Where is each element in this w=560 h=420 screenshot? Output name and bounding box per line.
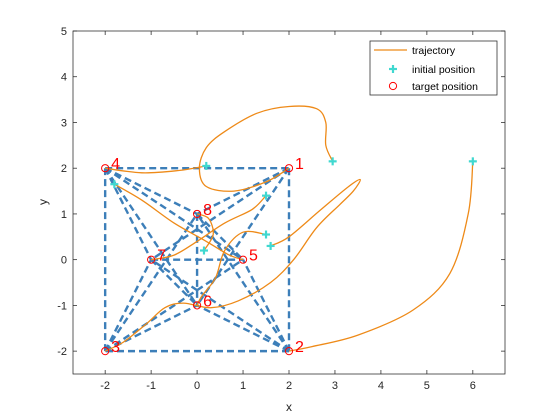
formation-edge-16: [241, 259, 291, 352]
trajectory-3: [105, 165, 207, 174]
target-label-1: 1: [295, 156, 304, 173]
y-tick-label: -1: [57, 300, 67, 312]
x-tick-label: 3: [332, 380, 338, 392]
legend-initial-swatch: [389, 65, 397, 73]
legend-target-swatch: [388, 81, 398, 91]
initial-marker-6: [266, 241, 275, 250]
initial-marker-7: [199, 246, 208, 255]
initial-marker-1: [328, 157, 337, 166]
trajectory-6: [104, 178, 361, 352]
target-label-7: 7: [157, 248, 166, 265]
y-tick-label: 5: [61, 26, 67, 38]
trajectory-4: [150, 195, 267, 261]
target-label-2: 2: [295, 339, 304, 356]
y-tick-label: 0: [61, 255, 67, 267]
y-tick-label: 1: [61, 209, 67, 221]
formation-edge-7: [104, 167, 244, 261]
target-marker-4: [101, 164, 110, 173]
initial-marker-2: [468, 157, 477, 166]
initial-marker-5: [262, 230, 271, 239]
x-tick-label: 4: [378, 380, 384, 392]
trajectories: [104, 105, 474, 352]
target-position-markers: [101, 164, 294, 356]
formation-edge-19: [104, 258, 244, 353]
x-tick-label: -2: [100, 380, 110, 392]
legend-trajectory-label: trajectory: [412, 45, 456, 57]
target-marker-5: [238, 255, 248, 264]
formation-edge-22: [150, 258, 198, 307]
formation-edge-13: [196, 167, 290, 216]
initial-marker-3: [202, 161, 211, 170]
target-marker-1: [284, 164, 294, 173]
formation-edges: [103, 166, 291, 353]
formation-edge-9: [104, 167, 153, 261]
trajectory-2: [288, 161, 474, 352]
formation-edge-11: [150, 167, 290, 261]
y-tick-label: 4: [61, 72, 67, 84]
trajectory-5: [196, 230, 267, 306]
x-tick-label: 2: [286, 380, 292, 392]
trajectory-8: [114, 183, 244, 261]
x-tick-label: 0: [194, 380, 200, 392]
target-label-8: 8: [203, 202, 212, 219]
y-tick-label: 2: [61, 163, 67, 175]
formation-edge-10: [104, 167, 198, 216]
formation-edge-17: [196, 304, 290, 353]
target-label-4: 4: [111, 156, 120, 173]
x-tick-label: 1: [240, 380, 246, 392]
formation-edge-8: [104, 167, 199, 307]
target-number-labels: 1 2 3 4 5 6 7 8: [111, 156, 304, 356]
target-marker-3: [101, 347, 110, 356]
x-axis-label: x: [286, 400, 292, 414]
y-axis-label: y: [36, 199, 50, 205]
target-label-3: 3: [111, 339, 120, 356]
target-marker-2: [284, 347, 294, 356]
x-tick-label: 5: [424, 380, 430, 392]
initial-position-markers: [110, 157, 477, 255]
legend: trajectory initial position target posit…: [369, 40, 498, 96]
target-marker-7: [147, 255, 156, 264]
target-label-6: 6: [203, 293, 212, 310]
axes: -2 -1 0 1 2 3 4 5 6 -2 -1 0 1 2 3 4 5: [57, 26, 506, 392]
formation-edge-14: [150, 258, 290, 353]
formation-edge-18: [104, 213, 199, 352]
y-tick-label: -2: [57, 346, 67, 358]
trajectory-1: [198, 105, 334, 192]
formation-edge-15: [196, 213, 290, 352]
x-tick-label: 6: [470, 380, 476, 392]
target-marker-6: [192, 301, 202, 310]
legend-target-label: target position: [412, 81, 478, 93]
target-marker-8: [192, 209, 202, 219]
initial-marker-4: [262, 191, 271, 200]
initial-marker-8: [110, 180, 119, 189]
legend-initial-label: initial position: [412, 64, 475, 76]
formation-edge-20: [104, 259, 153, 352]
target-label-5: 5: [249, 248, 258, 265]
y-tick-label: 3: [61, 117, 67, 129]
x-tick-label: -1: [146, 380, 156, 392]
